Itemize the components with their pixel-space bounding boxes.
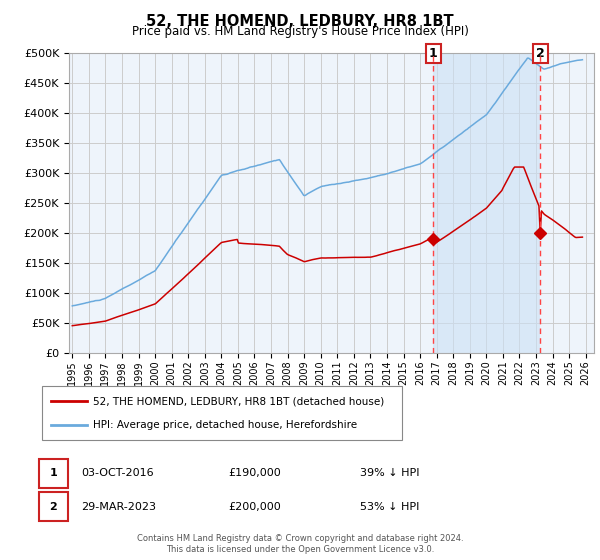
Text: 2: 2 bbox=[50, 502, 57, 512]
Text: 39% ↓ HPI: 39% ↓ HPI bbox=[360, 468, 419, 478]
Text: 52, THE HOMEND, LEDBURY, HR8 1BT (detached house): 52, THE HOMEND, LEDBURY, HR8 1BT (detach… bbox=[93, 396, 384, 407]
Text: £200,000: £200,000 bbox=[228, 502, 281, 512]
Text: Contains HM Land Registry data © Crown copyright and database right 2024.
This d: Contains HM Land Registry data © Crown c… bbox=[137, 534, 463, 554]
Text: 52, THE HOMEND, LEDBURY, HR8 1BT: 52, THE HOMEND, LEDBURY, HR8 1BT bbox=[146, 14, 454, 29]
Text: £190,000: £190,000 bbox=[228, 468, 281, 478]
Text: 1: 1 bbox=[429, 46, 438, 60]
Text: 53% ↓ HPI: 53% ↓ HPI bbox=[360, 502, 419, 512]
Text: 03-OCT-2016: 03-OCT-2016 bbox=[81, 468, 154, 478]
Text: 2: 2 bbox=[536, 46, 545, 60]
Text: 1: 1 bbox=[50, 468, 57, 478]
Text: Price paid vs. HM Land Registry's House Price Index (HPI): Price paid vs. HM Land Registry's House … bbox=[131, 25, 469, 38]
Text: 29-MAR-2023: 29-MAR-2023 bbox=[81, 502, 156, 512]
Bar bbox=[433, 53, 540, 353]
Text: HPI: Average price, detached house, Herefordshire: HPI: Average price, detached house, Here… bbox=[93, 419, 357, 430]
